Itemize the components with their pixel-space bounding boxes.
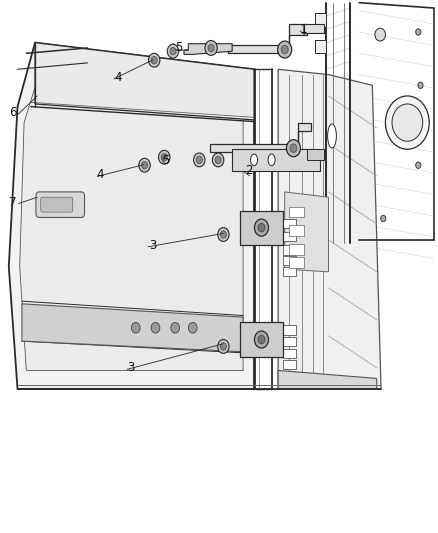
Circle shape (281, 45, 288, 54)
Circle shape (278, 41, 292, 58)
Text: 1: 1 (300, 23, 307, 36)
Ellipse shape (268, 154, 275, 166)
Polygon shape (283, 245, 296, 255)
FancyBboxPatch shape (41, 197, 73, 212)
Polygon shape (283, 219, 296, 228)
Text: 3: 3 (127, 361, 134, 374)
Circle shape (220, 343, 226, 350)
Circle shape (375, 28, 385, 41)
Circle shape (141, 161, 148, 169)
Circle shape (171, 322, 180, 333)
Circle shape (170, 47, 176, 55)
Text: 7: 7 (9, 196, 16, 209)
Circle shape (416, 162, 421, 168)
Text: 5: 5 (175, 42, 183, 54)
Circle shape (254, 219, 268, 236)
Circle shape (139, 158, 150, 172)
Circle shape (254, 331, 268, 348)
Text: 4: 4 (114, 71, 121, 84)
Polygon shape (285, 192, 328, 272)
Polygon shape (278, 69, 381, 389)
Polygon shape (289, 207, 304, 217)
Circle shape (131, 322, 140, 333)
Circle shape (212, 153, 224, 167)
Text: 2: 2 (245, 164, 253, 177)
Polygon shape (22, 304, 243, 352)
Polygon shape (210, 123, 311, 152)
Circle shape (258, 223, 265, 232)
Polygon shape (283, 325, 296, 335)
Circle shape (205, 41, 217, 55)
Circle shape (148, 53, 160, 67)
Polygon shape (9, 43, 254, 389)
Polygon shape (184, 44, 232, 54)
Polygon shape (283, 266, 296, 276)
Polygon shape (307, 149, 324, 160)
Text: 6: 6 (9, 107, 16, 119)
Polygon shape (240, 322, 283, 357)
Text: 4: 4 (96, 168, 104, 181)
Polygon shape (228, 24, 307, 53)
Circle shape (167, 44, 179, 58)
Polygon shape (289, 244, 304, 255)
Circle shape (290, 144, 297, 152)
Circle shape (418, 82, 423, 88)
Polygon shape (304, 24, 324, 33)
Ellipse shape (251, 154, 258, 166)
Polygon shape (283, 256, 296, 265)
Circle shape (258, 335, 265, 344)
Circle shape (385, 96, 429, 149)
Circle shape (416, 29, 421, 35)
Polygon shape (283, 349, 296, 358)
FancyBboxPatch shape (36, 192, 85, 217)
Polygon shape (315, 40, 326, 53)
Circle shape (286, 140, 300, 157)
Circle shape (196, 156, 202, 164)
Circle shape (151, 322, 160, 333)
Circle shape (159, 150, 170, 164)
Circle shape (381, 215, 386, 222)
Polygon shape (289, 257, 304, 268)
Polygon shape (232, 149, 320, 171)
Polygon shape (283, 337, 296, 346)
Polygon shape (35, 43, 254, 120)
Circle shape (215, 156, 221, 164)
Ellipse shape (328, 124, 336, 148)
Polygon shape (283, 360, 296, 369)
Circle shape (220, 231, 226, 238)
Polygon shape (278, 370, 377, 389)
Circle shape (218, 228, 229, 241)
Polygon shape (289, 225, 304, 236)
Polygon shape (315, 13, 326, 27)
Circle shape (218, 340, 229, 353)
Polygon shape (20, 59, 243, 370)
Text: 3: 3 (149, 239, 156, 252)
Polygon shape (240, 211, 283, 245)
Circle shape (161, 154, 167, 161)
Circle shape (194, 153, 205, 167)
Circle shape (392, 104, 423, 141)
Text: 5: 5 (162, 155, 170, 167)
Polygon shape (283, 232, 296, 241)
Circle shape (151, 56, 157, 64)
Circle shape (188, 322, 197, 333)
Circle shape (208, 44, 214, 52)
